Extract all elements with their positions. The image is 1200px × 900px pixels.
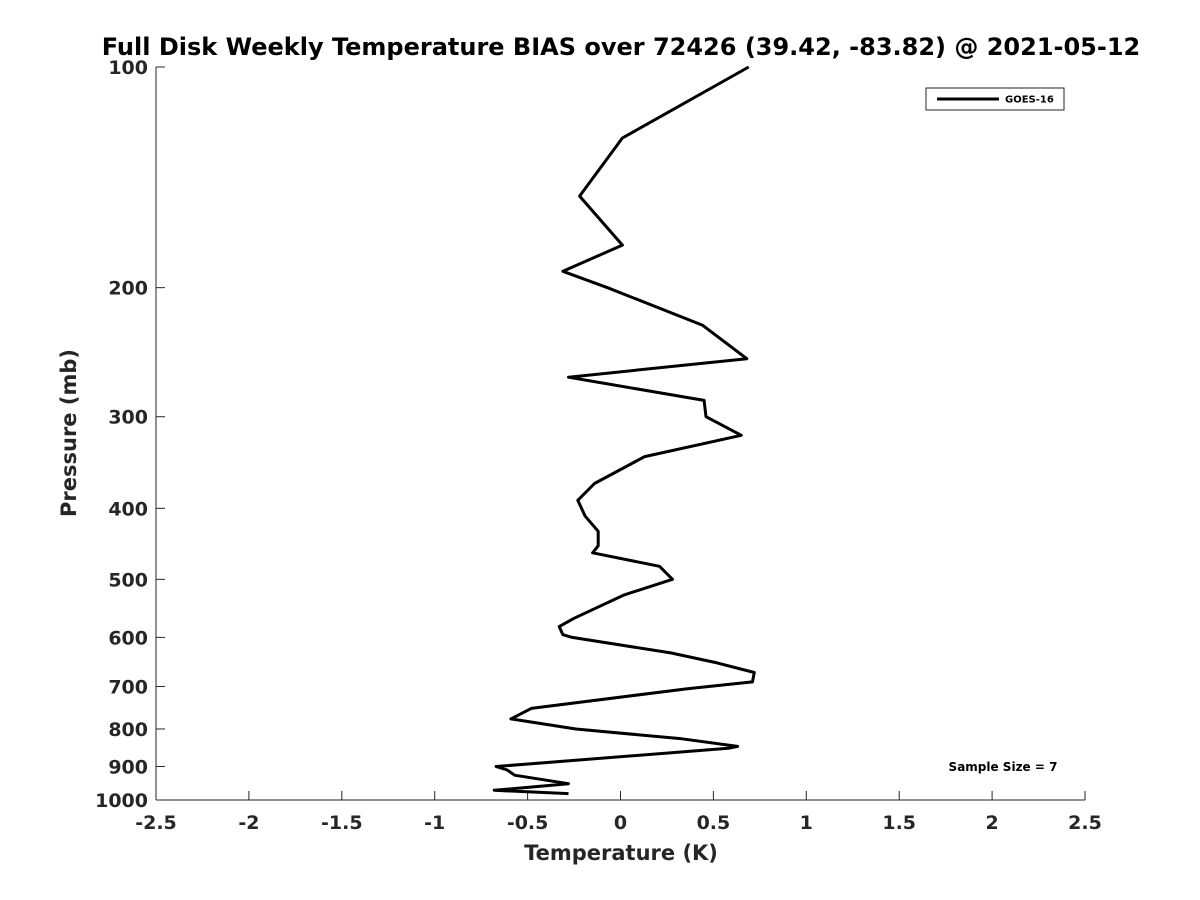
legend: GOES-16 (925, 87, 1065, 111)
x-tick-label: 2 (985, 812, 998, 834)
x-tick-label: 1.5 (882, 812, 916, 834)
axes (155, 67, 1085, 801)
x-tick-label: 0.5 (697, 812, 731, 834)
y-axis-label: Pressure (mb) (57, 349, 81, 517)
y-tick-label: 1000 (95, 790, 148, 812)
legend-label-goes-16: GOES-16 (1005, 95, 1054, 106)
x-ticks: -2.5 -2 -1.5 -1 -0.5 0 0.5 1 1.5 2 2.5 (135, 791, 1102, 834)
x-tick-label: -0.5 (507, 812, 549, 834)
x-axis-label: Temperature (K) (524, 841, 718, 865)
y-tick-label: 600 (108, 627, 148, 649)
y-tick-label: 900 (108, 756, 148, 778)
x-tick-label: 2.5 (1068, 812, 1102, 834)
y-tick-label: 700 (108, 676, 148, 698)
x-tick-label: -2.5 (135, 812, 177, 834)
y-tick-label: 300 (108, 407, 148, 429)
x-tick-label: -1 (424, 812, 445, 834)
x-tick-label: 1 (800, 812, 813, 834)
sample-size-annotation: Sample Size = 7 (949, 760, 1058, 774)
y-tick-label: 100 (108, 57, 148, 79)
series-layer (492, 65, 756, 796)
y-ticks: 100 200 300 400 500 600 700 800 900 1000 (95, 57, 165, 812)
x-tick-label: -2 (238, 812, 259, 834)
y-tick-label: 200 (108, 278, 148, 300)
chart-title: Full Disk Weekly Temperature BIAS over 7… (102, 33, 1141, 61)
y-tick-label: 800 (108, 719, 148, 741)
x-tick-label: 0 (614, 812, 627, 834)
y-tick-label: 500 (108, 569, 148, 591)
y-tick-label: 400 (108, 498, 148, 520)
series-line-goes-16 (492, 65, 756, 796)
x-tick-label: -1.5 (321, 812, 363, 834)
